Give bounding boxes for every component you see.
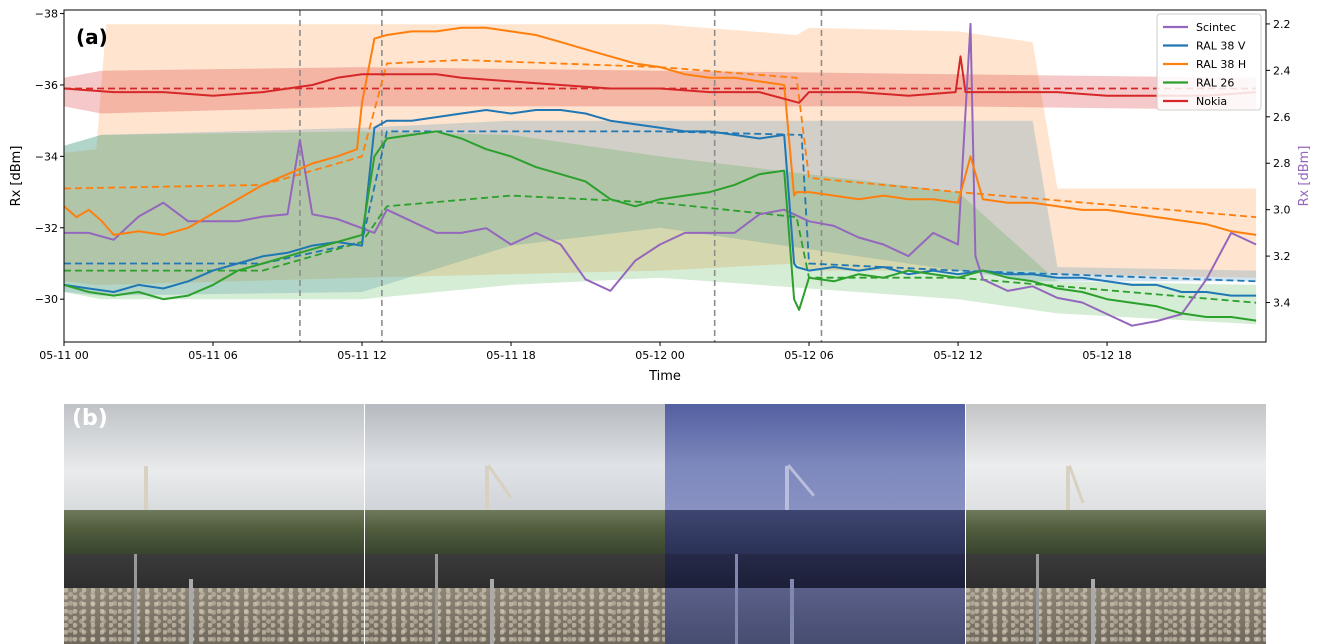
x-tick-label: 05-11 12 — [337, 349, 386, 362]
antenna-pole — [134, 554, 137, 644]
antenna-pole — [1035, 554, 1039, 644]
x-tick-label: 05-11 06 — [188, 349, 237, 362]
x-tick-label: 05-12 12 — [933, 349, 982, 362]
legend-entry: RAL 38 H — [1196, 58, 1246, 71]
event-vertical-lines — [299, 10, 823, 342]
chart-panel-a: 05-11 00 05-11 06 05-11 12 05-11 18 05-12 00… — [9, 8, 1312, 384]
series-line-ral-38-v — [63, 109, 1257, 297]
sky — [364, 404, 665, 516]
plot-frame — [63, 9, 1267, 343]
x-tick-label: 05-11 18 — [486, 349, 535, 362]
panel-a-label: (a) — [76, 25, 108, 49]
treeline — [64, 510, 364, 554]
treeline — [965, 510, 1266, 554]
roof-wall — [64, 554, 364, 588]
legend-box — [1156, 13, 1262, 111]
series-line-nokia — [63, 55, 1257, 104]
webcam-photo-4 — [965, 404, 1266, 644]
y-axis-left-label: Rx [dBm] — [9, 146, 24, 207]
y-right-tick-label: 3.0 — [1273, 204, 1291, 217]
antenna-pole — [489, 579, 494, 644]
crane — [785, 466, 790, 536]
webcam-photo-1: (b) — [64, 404, 364, 644]
crane — [1065, 466, 1070, 536]
series-line-ral-26 — [63, 130, 1257, 322]
legend-entry: Nokia — [1196, 95, 1227, 108]
y-left-tick-label: −36 — [35, 79, 58, 92]
confidence-band-2 — [64, 120, 1257, 296]
sky — [965, 404, 1266, 516]
fitted-line-1 — [63, 59, 1257, 218]
series-lines — [63, 22, 1257, 327]
y-right-tick-label: 3.4 — [1273, 297, 1291, 310]
treeline — [364, 510, 665, 554]
series-line-ral-38-h — [63, 26, 1257, 236]
x-axis-label: Time — [648, 369, 681, 384]
treeline — [665, 510, 966, 554]
x-axis-ticks: 05-11 00 05-11 06 05-11 12 05-11 18 05-12 00… — [39, 342, 1132, 362]
y-axis-left-ticks: −38 −36 −34 −32 −30 — [35, 8, 64, 306]
gravel-roof — [665, 588, 966, 644]
webcam-photo-strip: (b) — [64, 404, 1266, 644]
x-tick-label: 05-12 00 — [635, 349, 684, 362]
gravel-roof — [364, 588, 665, 644]
roof-wall — [665, 554, 966, 588]
webcam-photo-3 — [665, 404, 966, 644]
confidence-band-3 — [64, 131, 1257, 325]
y-right-tick-label: 2.6 — [1273, 111, 1291, 124]
y-left-tick-label: −32 — [35, 222, 58, 235]
panel-b-label: (b) — [72, 406, 108, 431]
y-axis-right-label: Rx [dBm] — [1297, 146, 1312, 207]
webcam-photo-2 — [364, 404, 665, 644]
y-right-tick-label: 3.2 — [1273, 250, 1291, 263]
crane — [484, 466, 489, 536]
antenna-pole — [1090, 579, 1095, 644]
y-axis-right-ticks: 2.2 2.4 2.6 2.8 3.0 3.2 3.4 — [1266, 18, 1291, 310]
antenna-pole — [434, 554, 438, 644]
antenna-pole — [189, 579, 193, 644]
gravel-roof — [965, 588, 1266, 644]
y-left-tick-label: −30 — [35, 293, 58, 306]
x-tick-label: 05-11 00 — [39, 349, 88, 362]
legend-entry: RAL 26 — [1196, 77, 1234, 90]
confidence-bands — [64, 24, 1257, 325]
fitted-line-2 — [64, 130, 1257, 283]
series-line-scintec — [64, 22, 1257, 327]
y-right-tick-label: 2.2 — [1273, 18, 1291, 31]
gravel-roof — [64, 588, 364, 644]
legend: Scintec RAL 38 V RAL 38 H RAL 26 Nokia — [1156, 13, 1262, 111]
y-left-tick-label: −34 — [35, 150, 58, 163]
x-tick-label: 05-12 18 — [1082, 349, 1131, 362]
antenna-pole — [790, 579, 795, 644]
y-right-tick-label: 2.4 — [1273, 64, 1291, 77]
roof-wall — [965, 554, 1266, 588]
x-tick-label: 05-12 06 — [784, 349, 833, 362]
sky — [64, 404, 364, 516]
confidence-band-0 — [64, 24, 1257, 285]
y-right-tick-label: 2.8 — [1273, 157, 1291, 170]
sky — [665, 404, 966, 516]
legend-entry: RAL 38 V — [1196, 40, 1246, 53]
roof-wall — [364, 554, 665, 588]
antenna-pole — [735, 554, 739, 644]
legend-entry: Scintec — [1196, 21, 1236, 34]
y-left-tick-label: −38 — [35, 8, 58, 21]
crane — [144, 466, 148, 536]
